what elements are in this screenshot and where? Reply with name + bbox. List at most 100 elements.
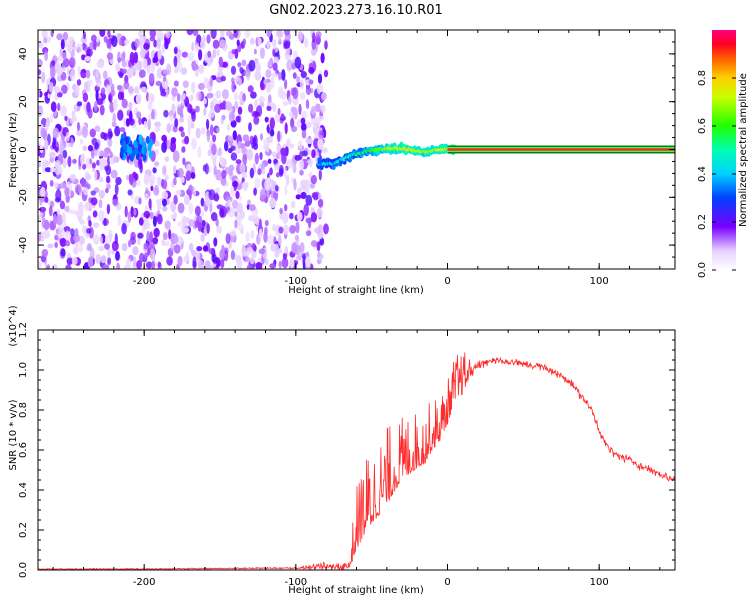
spectrogram-cell	[247, 85, 254, 93]
spectrogram-cell	[305, 230, 312, 237]
spectrogram-cell	[162, 69, 170, 75]
spectrogram-cell	[232, 199, 239, 209]
spectrogram-cell	[242, 93, 246, 102]
y-tick-label: 1.2	[18, 322, 29, 338]
spectrogram-cell	[282, 252, 287, 260]
spectrogram-cell	[234, 101, 239, 109]
spectrogram-cell	[61, 52, 67, 60]
spectrogram-cell	[204, 163, 209, 175]
spectrogram-cell	[46, 264, 51, 269]
spectrogram-cell	[119, 72, 124, 79]
spectrogram-cell	[266, 105, 272, 111]
spectrogram-cell	[104, 147, 111, 155]
spectrogram-cell	[160, 91, 167, 97]
spectrogram-cell	[53, 213, 58, 226]
spectrogram-cell	[265, 82, 272, 93]
spectrogram-cell	[241, 59, 247, 67]
spectrogram-cell	[253, 187, 257, 196]
spectrogram-cell	[318, 130, 324, 139]
spectrogram-cell	[58, 228, 65, 239]
spectrogram-cell	[125, 258, 132, 267]
spectrogram-cell	[43, 160, 51, 167]
spectrogram-cell	[280, 147, 286, 157]
spectrogram-cell	[237, 140, 242, 149]
spectrogram-cell	[213, 237, 218, 247]
spectrogram-cell	[81, 42, 87, 51]
spectrogram-cell	[259, 133, 264, 141]
spectrogram-cell	[315, 31, 322, 38]
spectrogram-cell	[285, 174, 290, 186]
spectrogram-cell	[69, 69, 76, 82]
spectrogram-cell	[318, 115, 324, 121]
spectrogram-cell	[219, 156, 224, 165]
spectrogram-cell	[310, 212, 318, 223]
spectrogram-cell	[206, 130, 211, 143]
spectrogram-cell	[215, 169, 222, 181]
spectrogram-cell	[300, 191, 307, 200]
spectrogram-cell	[64, 115, 68, 121]
spectrogram-cell	[117, 57, 122, 63]
spectrogram-cell	[311, 105, 316, 115]
spectrogram-cell	[297, 187, 302, 195]
spectrogram-cell	[289, 225, 296, 234]
spectrogram-cell	[62, 149, 68, 159]
spectrogram-cell	[81, 177, 85, 188]
spectrogram-cell	[215, 90, 222, 99]
spectrogram-cell	[207, 50, 212, 58]
spectrogram-cell	[246, 148, 254, 161]
spectrogram-cell	[106, 38, 112, 49]
spectrogram-cell	[151, 260, 156, 269]
spectrogram-cell	[120, 146, 125, 155]
spectrogram-cell	[65, 131, 70, 142]
spectrogram-cell	[189, 108, 197, 115]
spectrogram-cell	[305, 217, 313, 224]
y-tick-label: -20	[18, 189, 29, 205]
spectrogram-cell	[50, 66, 56, 79]
spectrogram-cell	[302, 254, 307, 267]
spectrogram-cell	[74, 84, 80, 97]
spectrogram-cell	[272, 102, 277, 113]
spectrogram-cell	[192, 256, 197, 268]
spectrogram-cell	[49, 180, 54, 187]
spectrogram-cell	[127, 189, 133, 196]
spectrogram-cell	[143, 58, 148, 70]
spectrogram-cell	[286, 158, 294, 169]
spectrogram-cell	[139, 69, 146, 78]
spectrogram-cell	[129, 174, 134, 186]
spectrogram-cell	[164, 174, 169, 181]
spectrogram-cell	[99, 177, 104, 183]
spectrogram-cell	[163, 109, 169, 118]
spectrogram-cell	[115, 250, 120, 261]
spectrogram-cell	[38, 69, 42, 75]
spectrogram-cell	[316, 208, 323, 218]
spectrogram-cell	[181, 51, 188, 58]
spectrogram-cell	[149, 174, 156, 185]
spectrogram-cell	[128, 101, 133, 109]
spectrogram-cell	[187, 124, 191, 136]
spectrogram-cell	[271, 72, 278, 78]
spectrogram-cell	[107, 138, 113, 148]
spectrogram-cell	[103, 217, 107, 227]
x-tick-label: 100	[590, 276, 609, 287]
snr-y-ticks: 0.0 0.2 0.4 0.6 0.8 1.0 1.2	[18, 322, 675, 578]
spectrogram-cell	[115, 177, 122, 185]
spectrogram-cell	[87, 243, 92, 251]
spectrogram-cell	[62, 158, 67, 169]
spectrogram-cell	[181, 67, 188, 75]
y-tick-label: 0.6	[18, 442, 29, 458]
spectrogram-cell	[102, 152, 109, 158]
spectrogram-cell	[154, 161, 160, 167]
spectrogram-cell	[244, 69, 251, 77]
spectrogram-cell	[174, 118, 179, 128]
spectrogram-cell	[137, 143, 142, 152]
spectrogram-cell	[129, 51, 135, 64]
spectrogram-cell	[232, 130, 237, 141]
spectrogram-cell	[141, 224, 145, 235]
spectrogram-cell	[233, 30, 239, 38]
spectrogram-cell	[210, 30, 217, 39]
spectrogram-cell	[133, 256, 137, 268]
spectrogram-cell	[272, 62, 278, 71]
spectrogram-cell	[210, 212, 218, 222]
spectrogram-cell	[297, 250, 302, 261]
spectrogram-cell	[166, 139, 171, 150]
